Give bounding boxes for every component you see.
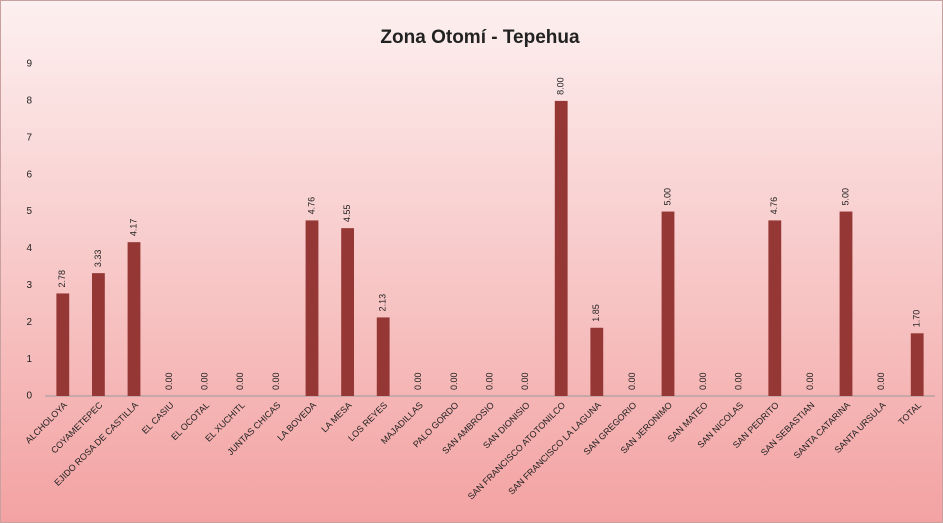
y-tick-label: 7 [26,132,32,143]
value-label: 5.00 [662,188,672,206]
value-label: 5.00 [840,188,850,206]
value-label: 0.00 [520,372,530,390]
bar [341,228,355,396]
bar [127,242,141,396]
bar [910,333,924,396]
bar [839,211,853,396]
bar [590,327,604,396]
value-label: 0.00 [271,372,281,390]
value-label: 0.00 [235,372,245,390]
y-tick-label: 6 [26,169,32,180]
bar [56,293,70,396]
value-label: 8.00 [556,77,566,95]
y-tick-label: 9 [26,59,32,70]
bar [768,220,782,396]
bar [661,211,675,396]
value-label: 4.76 [306,197,316,215]
value-label: 0.00 [164,372,174,390]
value-label: 0.00 [876,372,886,390]
value-label: 4.17 [128,219,138,237]
value-label: 4.55 [342,205,352,223]
chart-title: Zona Otomí - Tepehua [380,27,580,48]
value-label: 1.70 [912,310,922,328]
value-label: 0.00 [734,372,744,390]
value-label: 2.13 [378,294,388,312]
value-label: 0.00 [805,372,815,390]
value-label: 3.33 [93,250,103,268]
value-label: 2.78 [57,270,67,288]
value-label: 0.00 [698,372,708,390]
value-label: 0.00 [627,372,637,390]
value-label: 0.00 [200,372,210,390]
y-tick-label: 8 [26,96,32,107]
value-label: 1.85 [591,304,601,322]
bar [305,220,319,396]
y-tick-label: 2 [26,317,32,328]
bar [376,317,390,396]
value-label: 0.00 [484,372,494,390]
value-label: 0.00 [449,372,459,390]
bar [554,100,568,396]
y-tick-label: 3 [26,280,32,291]
y-tick-label: 4 [26,243,32,254]
y-tick-label: 1 [26,354,32,365]
bar [91,273,105,396]
value-label: 0.00 [413,372,423,390]
y-tick-label: 5 [26,206,32,217]
value-label: 4.76 [769,197,779,215]
y-tick-label: 0 [26,391,32,402]
